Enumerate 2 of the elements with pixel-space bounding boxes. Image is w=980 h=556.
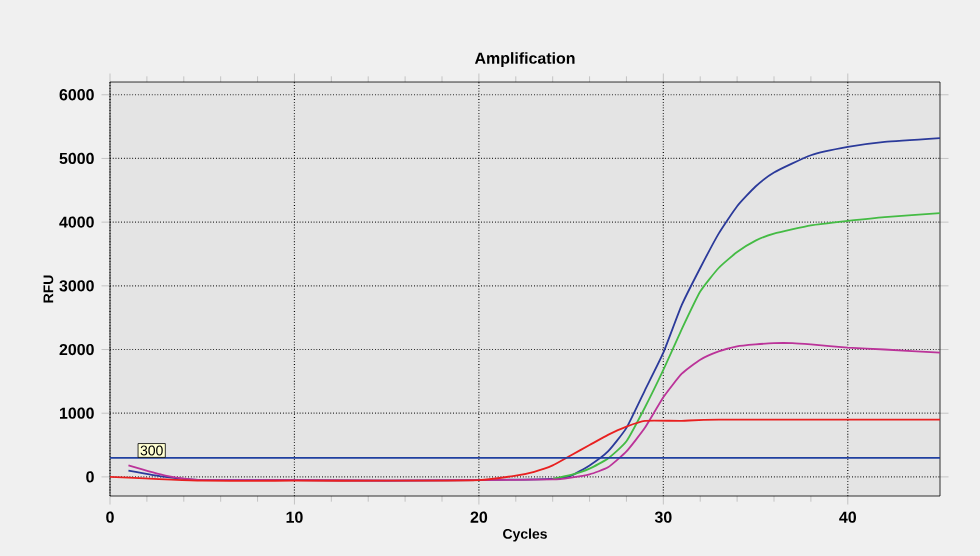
line-series	[110, 418, 941, 482]
line-series	[551, 212, 941, 480]
